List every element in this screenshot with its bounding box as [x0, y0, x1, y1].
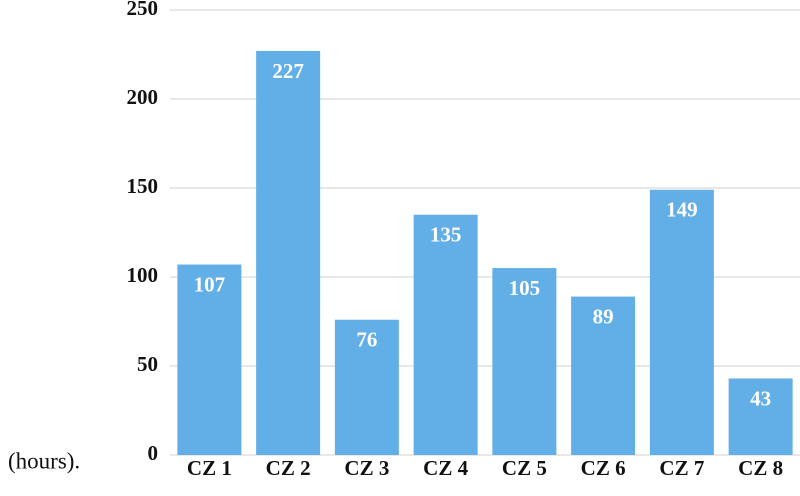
x-tick-label: CZ 8: [738, 456, 783, 480]
bar: [256, 50, 321, 455]
x-tick-label: CZ 1: [187, 456, 232, 480]
value-label: 107: [194, 272, 226, 296]
y-tick-label: 100: [127, 263, 159, 287]
value-label: 105: [509, 276, 541, 300]
y-tick-label: 200: [127, 85, 159, 109]
x-tick-label: CZ 5: [502, 456, 547, 480]
value-label: 89: [593, 304, 614, 328]
value-label: 76: [356, 328, 377, 352]
x-tick-label: CZ 3: [344, 456, 389, 480]
y-tick-label: 50: [137, 352, 158, 376]
y-tick-label: 0: [148, 441, 159, 465]
bar: [492, 268, 557, 455]
bar: [177, 264, 242, 455]
x-tick-label: CZ 4: [423, 456, 468, 480]
value-label: 43: [750, 386, 771, 410]
y-tick-label: 150: [127, 174, 159, 198]
value-label: 227: [272, 59, 304, 83]
value-label: 149: [666, 198, 698, 222]
annotation: (hours).: [8, 448, 80, 473]
bar: [413, 214, 478, 455]
bar: [728, 378, 793, 455]
x-tick-label: CZ 2: [266, 456, 311, 480]
x-tick-label: CZ 7: [659, 456, 704, 480]
bar: [334, 319, 399, 455]
x-tick-label: CZ 6: [581, 456, 626, 480]
bar: [649, 189, 714, 455]
bar: [571, 296, 636, 455]
value-label: 135: [430, 223, 462, 247]
y-tick-label: 250: [127, 0, 159, 20]
